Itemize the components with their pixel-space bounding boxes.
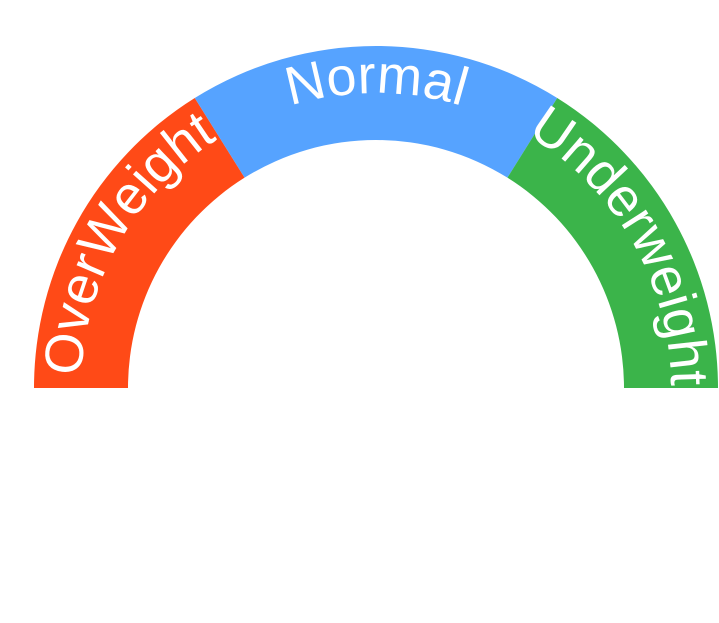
segment-normal: [194, 46, 558, 178]
segment-overweight: [34, 97, 245, 388]
segment-underweight: [507, 97, 718, 388]
label-underweight: Underweight: [520, 94, 719, 386]
